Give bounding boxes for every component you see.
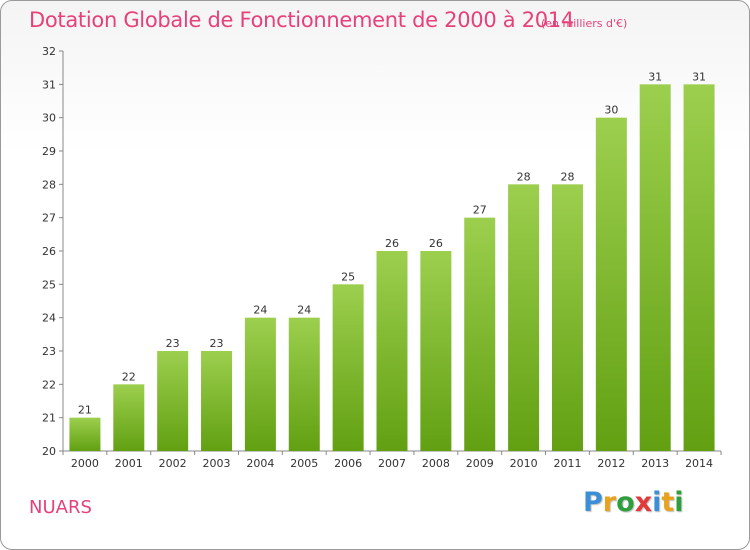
bar-value-label: 21: [78, 404, 92, 417]
bar: [551, 184, 583, 452]
x-tick-label: 2013: [641, 457, 669, 470]
y-tick-label: 32: [42, 45, 56, 58]
bars: 21 22 23 23 24 24 25 26 26 27 28 28 30 31 31: [69, 70, 715, 452]
y-tick-label: 24: [42, 312, 56, 325]
bar-value-label: 23: [166, 337, 180, 350]
x-tick-label: 2012: [597, 457, 625, 470]
bar-value-label: 31: [692, 70, 706, 83]
bar: [332, 284, 364, 451]
bar-value-label: 26: [385, 237, 399, 250]
x-tick-label: 2011: [553, 457, 581, 470]
bar: [508, 184, 540, 452]
bar: [420, 251, 452, 451]
bar: [113, 384, 145, 451]
logo-letter: r: [602, 487, 617, 518]
x-tick-label: 2009: [466, 457, 494, 470]
y-axis: 20 21 22 23 24 25 26 27 28 29 30 31 32: [42, 45, 64, 458]
bar-value-label: 25: [341, 270, 355, 283]
bar: [157, 351, 189, 451]
bar-value-label: 28: [517, 170, 531, 183]
logo-letter: P: [583, 487, 603, 518]
x-tick-label: 2007: [378, 457, 406, 470]
y-tick-label: 30: [42, 112, 56, 125]
bar-value-label: 23: [210, 337, 224, 350]
x-tick-label: 2005: [290, 457, 318, 470]
bar-value-label: 28: [560, 170, 574, 183]
x-tick-label: 2006: [334, 457, 362, 470]
x-tick-label: 2014: [685, 457, 713, 470]
y-tick-label: 22: [42, 378, 56, 391]
logo-letter: i: [652, 487, 662, 518]
bar: [464, 217, 496, 451]
bar-value-label: 24: [297, 304, 311, 317]
bar: [595, 117, 627, 452]
commune-name: NUARS: [29, 497, 92, 518]
bar-value-label: 22: [122, 370, 136, 383]
logo-letter: t: [661, 487, 675, 518]
chart-title: Dotation Globale de Fonctionnement de 20…: [29, 8, 574, 32]
bar: [201, 351, 233, 451]
logo-letter: x: [634, 487, 653, 518]
y-tick-label: 25: [42, 278, 56, 291]
y-tick-label: 20: [42, 445, 56, 458]
bar: [244, 317, 276, 451]
y-tick-label: 29: [42, 145, 56, 158]
bar: [288, 317, 320, 451]
proxiti-logo[interactable]: Proxiti: [583, 487, 684, 518]
bar: [376, 251, 408, 451]
x-tick-label: 2003: [203, 457, 231, 470]
x-tick-label: 2004: [246, 457, 274, 470]
x-axis: 2000 2001 2002 2003 2004 2005 2006 2007 2008 2009…: [62, 450, 722, 470]
y-tick-label: 31: [42, 78, 56, 91]
bar-value-label: 24: [253, 304, 267, 317]
x-tick-label: 2002: [159, 457, 187, 470]
unit-label: (en milliers d'€): [541, 17, 628, 30]
bar: [639, 84, 671, 451]
bar-value-label: 26: [429, 237, 443, 250]
y-tick-label: 27: [42, 212, 56, 225]
bar-value-label: 31: [648, 70, 662, 83]
x-tick-label: 2010: [510, 457, 538, 470]
y-tick-label: 21: [42, 412, 56, 425]
bar-value-label: 27: [473, 204, 487, 217]
y-tick-label: 28: [42, 178, 56, 191]
bar: [683, 84, 715, 451]
bar-value-label: 30: [604, 104, 618, 117]
logo-letter: i: [674, 487, 684, 518]
bar: [69, 417, 101, 451]
x-tick-label: 2008: [422, 457, 450, 470]
y-tick-label: 23: [42, 345, 56, 358]
x-tick-label: 2001: [115, 457, 143, 470]
logo-letter: o: [616, 487, 635, 518]
x-tick-label: 2000: [71, 457, 99, 470]
y-tick-label: 26: [42, 245, 56, 258]
